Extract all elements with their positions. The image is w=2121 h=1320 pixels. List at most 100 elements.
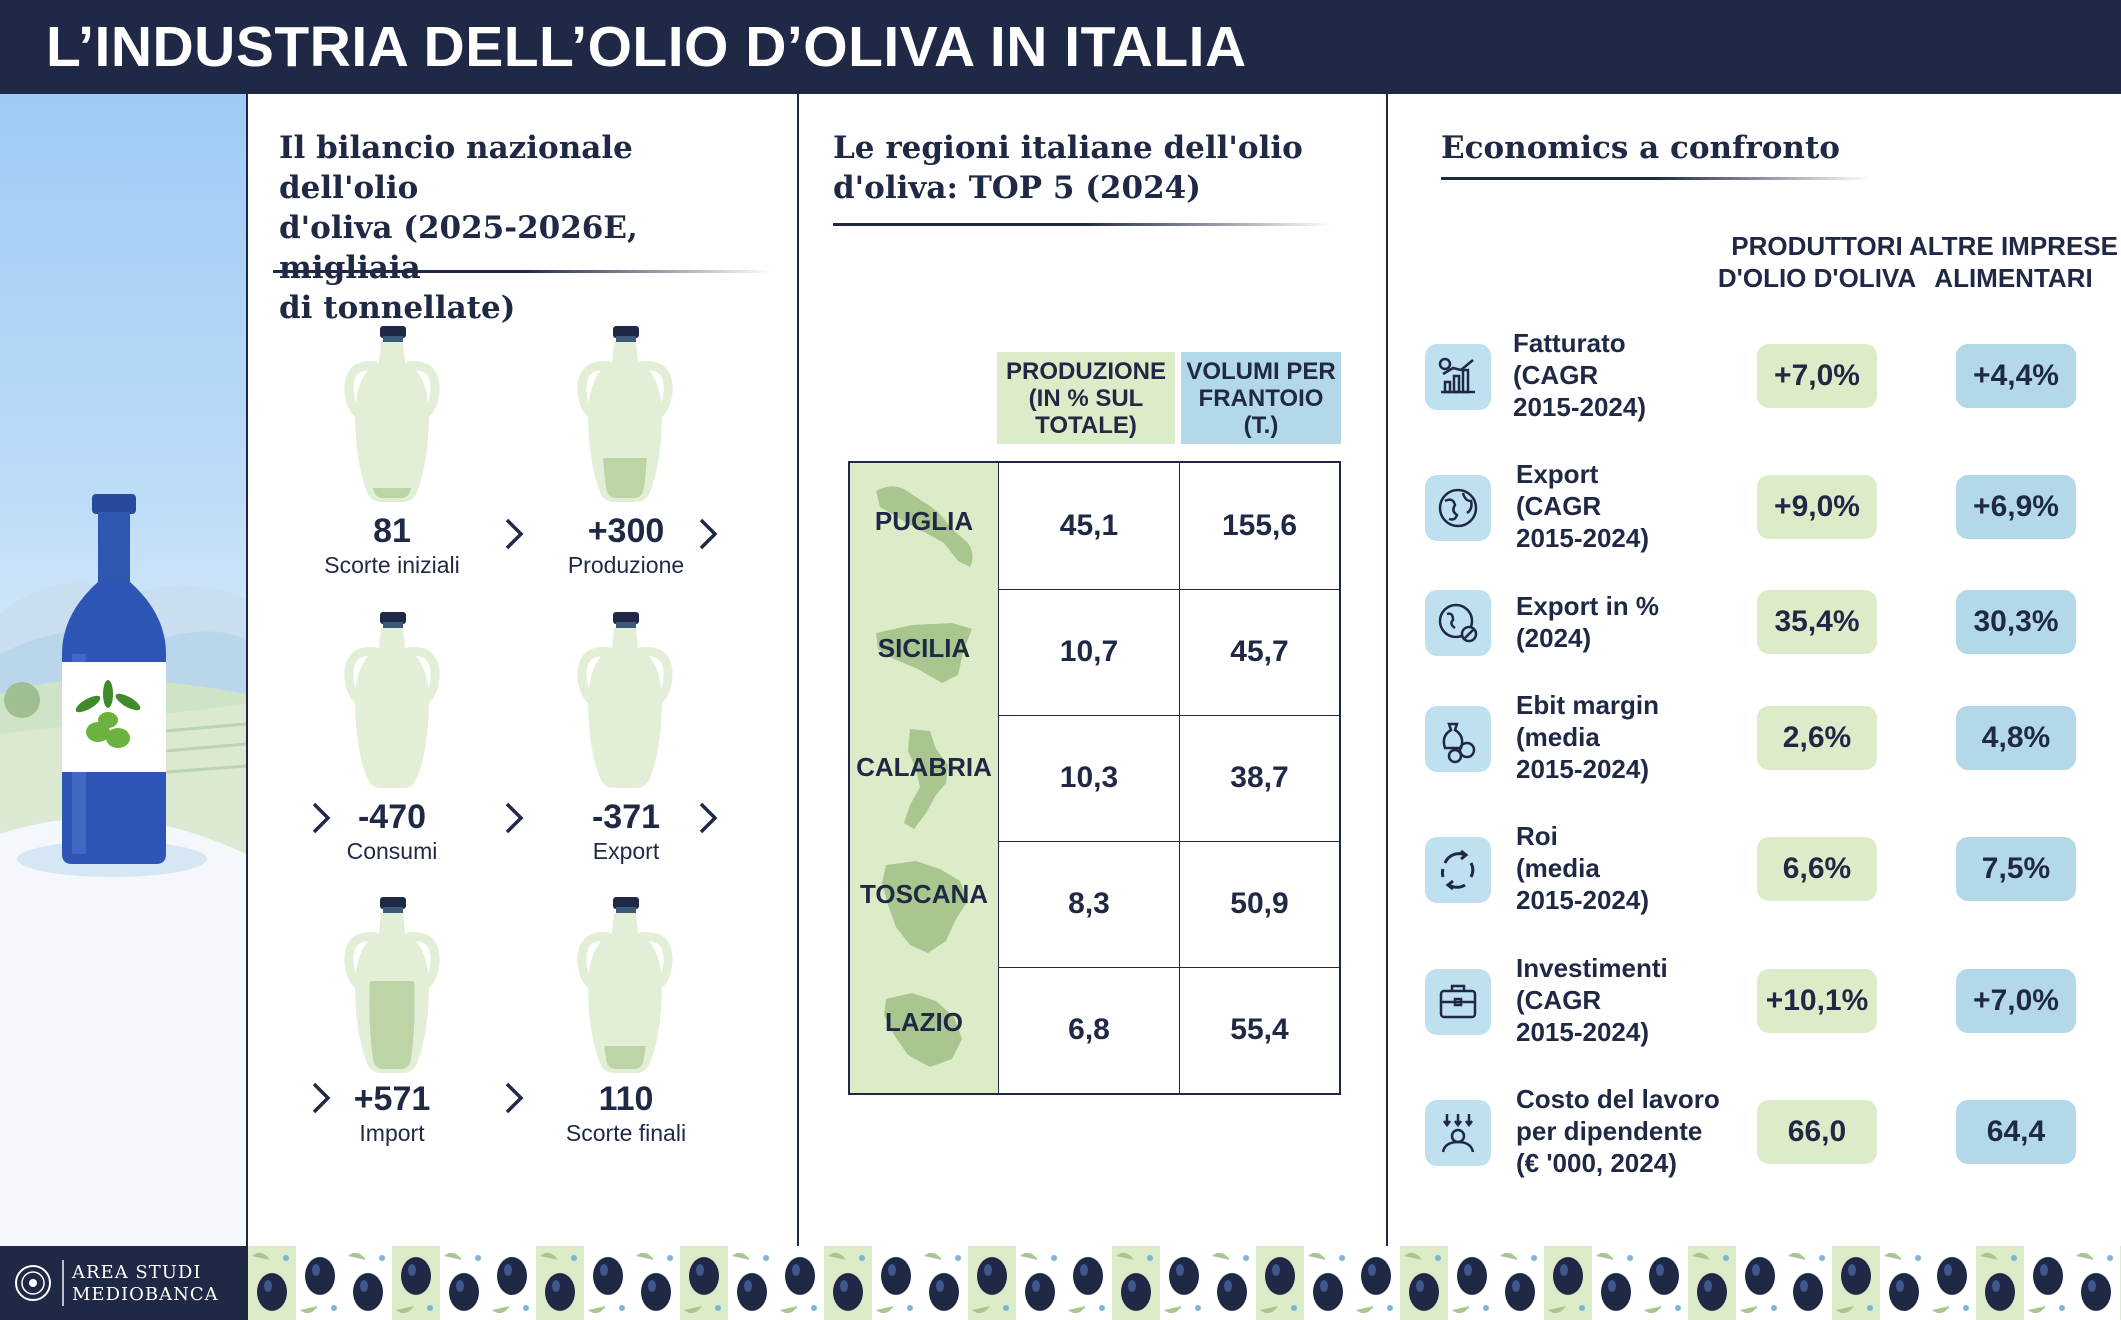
calabria-map-icon <box>904 729 948 829</box>
others-value: +4,4% <box>1956 344 2076 408</box>
others-value: +6,9% <box>1956 475 2076 539</box>
others-value: +7,0% <box>1956 969 2076 1033</box>
producers-value: 66,0 <box>1757 1100 1877 1164</box>
region-cell: TOSCANA <box>850 841 999 967</box>
volumes-cell: 50,9 <box>1230 887 1289 920</box>
metric-label: Roi (media 2015-2024) <box>1516 821 1649 915</box>
chevron-right-icon <box>312 1082 331 1114</box>
metric-label: Investimenti (CAGR 2015-2024) <box>1516 953 1668 1047</box>
region-cell: CALABRIA <box>850 715 999 841</box>
footer: AREA STUDI MEDIOBANCA <box>0 1246 2121 1320</box>
chart-icon <box>1425 344 1491 410</box>
col-header-production: PRODUZIONE (IN % SUL TOTALE) <box>997 352 1175 444</box>
region-cell: PUGLIA <box>850 463 999 589</box>
mediobanca-logo: AREA STUDI MEDIOBANCA <box>0 1246 246 1320</box>
table-row: SICILIA 10,7 45,7 <box>850 589 1339 716</box>
table-row: PUGLIA 45,1 155,6 <box>850 463 1339 590</box>
balance-value: -470 <box>357 798 427 836</box>
col-header-producers: PRODUTTORI D'OLIO D'OLIVA <box>1717 231 1917 293</box>
balance-value: 110 <box>598 1080 654 1118</box>
chevron-right-icon <box>505 1082 524 1114</box>
olive-pattern <box>248 1246 2121 1320</box>
oil-jar-icon <box>577 326 673 502</box>
seal-icon <box>15 1265 51 1301</box>
others-value: 30,3% <box>1956 590 2076 654</box>
producers-value: +10,1% <box>1757 969 1877 1033</box>
balance-label: Produzione <box>567 552 685 578</box>
balance-value: 81 <box>373 512 411 550</box>
others-value: 4,8% <box>1956 706 2076 770</box>
col-header-others: ALTRE IMPRESE ALIMENTARI <box>1909 231 2118 293</box>
sicilia-map-icon <box>876 623 972 683</box>
balance-value: +300 <box>587 512 665 550</box>
illustration-panel <box>0 94 248 1246</box>
oil-jar-icon <box>577 612 673 788</box>
coins-icon <box>1425 706 1491 772</box>
producers-value: 6,6% <box>1757 837 1877 901</box>
cycle-icon <box>1425 837 1491 903</box>
production-cell: 6,8 <box>999 967 1180 1093</box>
briefcase-icon <box>1425 969 1491 1035</box>
section-divider <box>797 94 799 1246</box>
globe-percent-icon <box>1425 590 1491 656</box>
production-cell: 8,3 <box>999 841 1180 967</box>
chevron-right-icon <box>699 518 718 550</box>
balance-label: Consumi <box>346 838 438 864</box>
balance-label: Import <box>359 1120 425 1146</box>
title-underline <box>273 270 773 273</box>
regions-table: PUGLIA 45,1 155,6 SICILIA 10,7 45,7 CALA… <box>848 461 1341 1095</box>
oil-jar-icon <box>344 612 440 788</box>
volumes-cell: 55,4 <box>1230 1013 1289 1046</box>
oil-jar-icon <box>577 897 673 1073</box>
table-row: TOSCANA 8,3 50,9 <box>850 841 1339 968</box>
producers-value: 35,4% <box>1757 590 1877 654</box>
worker-cost-icon <box>1425 1100 1491 1166</box>
oil-jar-icon <box>344 326 440 502</box>
metric-label: Costo del lavoro per dipendente (€ '000,… <box>1516 1084 1720 1178</box>
logo-text: AREA STUDI MEDIOBANCA <box>72 1262 219 1305</box>
production-cell: 45,1 <box>999 463 1180 589</box>
chevron-right-icon <box>505 518 524 550</box>
chevron-right-icon <box>505 802 524 834</box>
table-row: LAZIO 6,8 55,4 <box>850 967 1339 1093</box>
page-title: L’INDUSTRIA DELL’OLIO D’OLIVA IN ITALIA <box>46 15 1247 79</box>
table-row: CALABRIA 10,3 38,7 <box>850 715 1339 842</box>
balance-label: Export <box>592 838 660 864</box>
regions-title: Le regioni italiane dell'olio d'oliva: T… <box>833 130 1303 206</box>
balance-label: Scorte iniziali <box>324 552 460 578</box>
globe-icon <box>1425 475 1491 541</box>
lazio-map-icon <box>884 993 962 1067</box>
balance-value: -371 <box>591 798 661 836</box>
metric-label: Export in % (2024) <box>1516 591 1660 653</box>
others-value: 7,5% <box>1956 837 2076 901</box>
balance-value: +571 <box>353 1080 431 1118</box>
title-underline <box>1441 177 1871 180</box>
producers-value: +7,0% <box>1757 344 1877 408</box>
economics-title: Economics a confronto <box>1441 130 1840 166</box>
col-header-volumes: VOLUMI PER FRANTOIO (T.) <box>1181 352 1341 444</box>
others-value: 64,4 <box>1956 1100 2076 1164</box>
olive-oil-bottle-illustration <box>0 494 246 1246</box>
volumes-cell: 38,7 <box>1230 761 1289 794</box>
balance-label: Scorte finali <box>565 1120 687 1146</box>
metric-label: Export (CAGR 2015-2024) <box>1516 459 1649 553</box>
section-divider <box>1386 94 1388 1246</box>
balance-title: Il bilancio nazionale dell'olio d'oliva … <box>279 130 638 326</box>
metric-label: Fatturato (CAGR 2015-2024) <box>1513 328 1646 422</box>
volumes-cell: 45,7 <box>1230 635 1289 668</box>
producers-value: 2,6% <box>1757 706 1877 770</box>
oil-jar-icon <box>344 897 440 1073</box>
header-bar: L’INDUSTRIA DELL’OLIO D’OLIVA IN ITALIA <box>0 0 2121 94</box>
chevron-right-icon <box>699 802 718 834</box>
toscana-map-icon <box>882 861 968 953</box>
volumes-cell: 155,6 <box>1221 509 1298 542</box>
region-cell: SICILIA <box>850 589 999 715</box>
region-cell: LAZIO <box>850 967 999 1093</box>
production-cell: 10,3 <box>999 715 1180 841</box>
production-cell: 10,7 <box>999 589 1180 715</box>
metric-label: Ebit margin (media 2015-2024) <box>1516 690 1660 784</box>
producers-value: +9,0% <box>1757 475 1877 539</box>
chevron-right-icon <box>312 802 331 834</box>
puglia-map-icon <box>876 486 973 567</box>
title-underline <box>833 223 1333 226</box>
